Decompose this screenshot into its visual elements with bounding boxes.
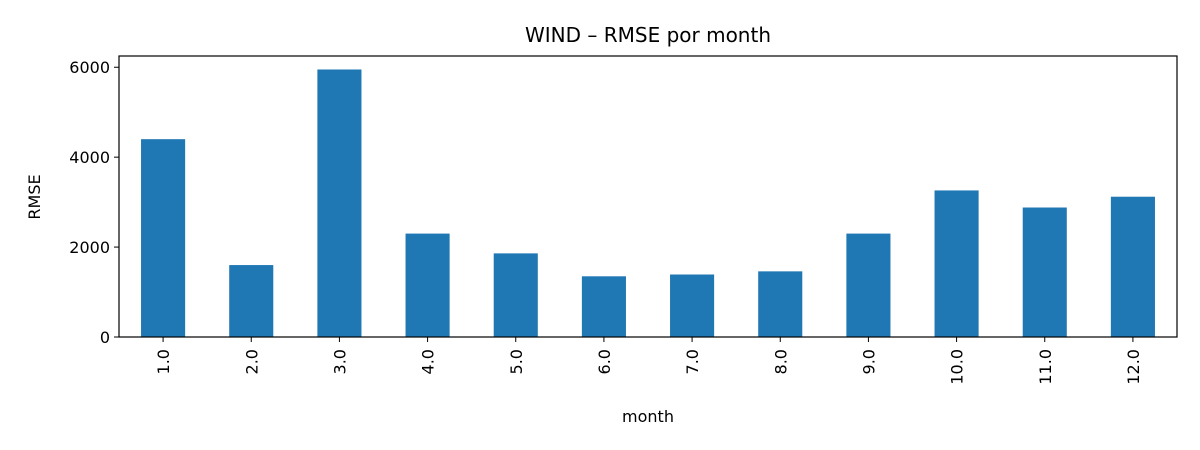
x-tick-label: 6.0 <box>595 349 614 374</box>
y-axis-label: RMSE <box>25 174 44 219</box>
y-tick-label: 6000 <box>69 58 110 77</box>
x-tick-label: 7.0 <box>683 349 702 374</box>
chart-title: WIND – RMSE por month <box>525 23 771 47</box>
bars-group <box>141 69 1155 337</box>
y-tick-label: 4000 <box>69 148 110 167</box>
x-tick-label: 2.0 <box>242 349 261 374</box>
bar-10.0 <box>934 190 979 337</box>
x-tick-label: 12.0 <box>1124 349 1143 385</box>
bar-8.0 <box>758 271 803 337</box>
x-tick-label: 1.0 <box>154 349 173 374</box>
bar-1.0 <box>141 139 186 337</box>
plot-frame <box>118 55 1178 338</box>
y-tick-label: 0 <box>100 328 110 347</box>
bar-12.0 <box>1110 196 1155 337</box>
x-tick-label: 11.0 <box>1036 349 1055 385</box>
x-axis-label: month <box>622 407 674 426</box>
bar-11.0 <box>1022 207 1067 337</box>
x-tick-label: 4.0 <box>419 349 438 374</box>
x-axis-ticks: 1.0 2.0 3.0 4.0 5.0 6.0 7.0 8.0 9.0 10.0 11.0 12.0 <box>154 337 1143 385</box>
bar-4.0 <box>405 233 450 337</box>
bar-2.0 <box>229 265 274 337</box>
bar-7.0 <box>670 274 715 337</box>
bar-3.0 <box>317 69 362 337</box>
bar-6.0 <box>581 276 626 337</box>
y-tick-label: 2000 <box>69 238 110 257</box>
x-tick-label: 3.0 <box>330 349 349 374</box>
bar-5.0 <box>493 253 538 337</box>
y-axis-ticks: 0 2000 4000 6000 <box>69 58 119 347</box>
x-tick-label: 9.0 <box>859 349 878 374</box>
x-tick-label: 8.0 <box>771 349 790 374</box>
x-tick-label: 5.0 <box>507 349 526 374</box>
x-tick-label: 10.0 <box>948 349 967 385</box>
bar-9.0 <box>846 233 891 337</box>
